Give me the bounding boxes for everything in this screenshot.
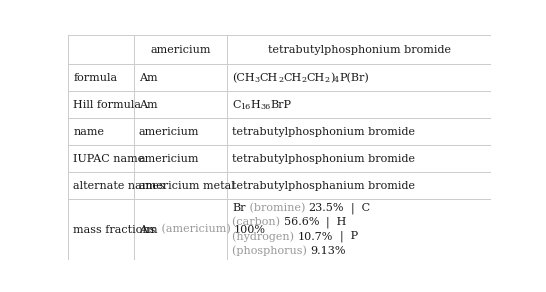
Text: americium metal: americium metal (139, 181, 235, 191)
Text: 56.6%: 56.6% (283, 218, 319, 227)
Text: americium: americium (139, 127, 199, 137)
Text: 9.13%: 9.13% (310, 246, 346, 256)
Text: 3: 3 (254, 76, 260, 84)
Text: 36: 36 (260, 103, 271, 111)
Text: 2: 2 (325, 76, 330, 84)
Text: (CH: (CH (232, 73, 254, 83)
Text: 4: 4 (334, 76, 340, 84)
Text: H: H (251, 100, 260, 110)
Text: C: C (232, 100, 240, 110)
Text: (phosphorus): (phosphorus) (232, 245, 310, 256)
Text: (hydrogen): (hydrogen) (232, 231, 298, 242)
Text: tetrabutylphosphonium bromide: tetrabutylphosphonium bromide (232, 127, 415, 137)
Text: Hill formula: Hill formula (73, 100, 141, 110)
Text: CH: CH (283, 73, 301, 83)
Text: ): ) (330, 73, 334, 83)
Text: |  H: | H (319, 217, 346, 228)
Text: Am: Am (139, 73, 158, 83)
Text: americium: americium (139, 154, 199, 164)
Text: (carbon): (carbon) (232, 217, 283, 228)
Text: tetrabutylphosphonium bromide: tetrabutylphosphonium bromide (268, 45, 450, 55)
Text: 23.5%: 23.5% (308, 203, 344, 213)
Text: BrP: BrP (271, 100, 292, 110)
Text: americium: americium (150, 45, 211, 55)
Text: CH: CH (306, 73, 325, 83)
Text: tetrabutylphosphonium bromide: tetrabutylphosphonium bromide (232, 154, 415, 164)
Text: (americium): (americium) (158, 224, 234, 235)
Text: Am: Am (139, 225, 158, 234)
Text: 2: 2 (301, 76, 306, 84)
Text: name: name (73, 127, 104, 137)
Text: 10.7%: 10.7% (298, 232, 333, 241)
Text: |  C: | C (344, 203, 370, 214)
Text: Br: Br (232, 203, 246, 213)
Text: tetrabutylphosphanium bromide: tetrabutylphosphanium bromide (232, 181, 415, 191)
Text: 2: 2 (278, 76, 283, 84)
Text: 16: 16 (240, 103, 251, 111)
Text: CH: CH (260, 73, 278, 83)
Text: (bromine): (bromine) (246, 203, 308, 213)
Text: 100%: 100% (234, 225, 266, 234)
Text: P(Br): P(Br) (340, 73, 369, 83)
Text: mass fractions: mass fractions (73, 225, 156, 234)
Text: alternate names: alternate names (73, 181, 165, 191)
Text: Am: Am (139, 100, 158, 110)
Text: IUPAC name: IUPAC name (73, 154, 145, 164)
Text: formula: formula (73, 73, 117, 83)
Text: |  P: | P (333, 231, 358, 242)
